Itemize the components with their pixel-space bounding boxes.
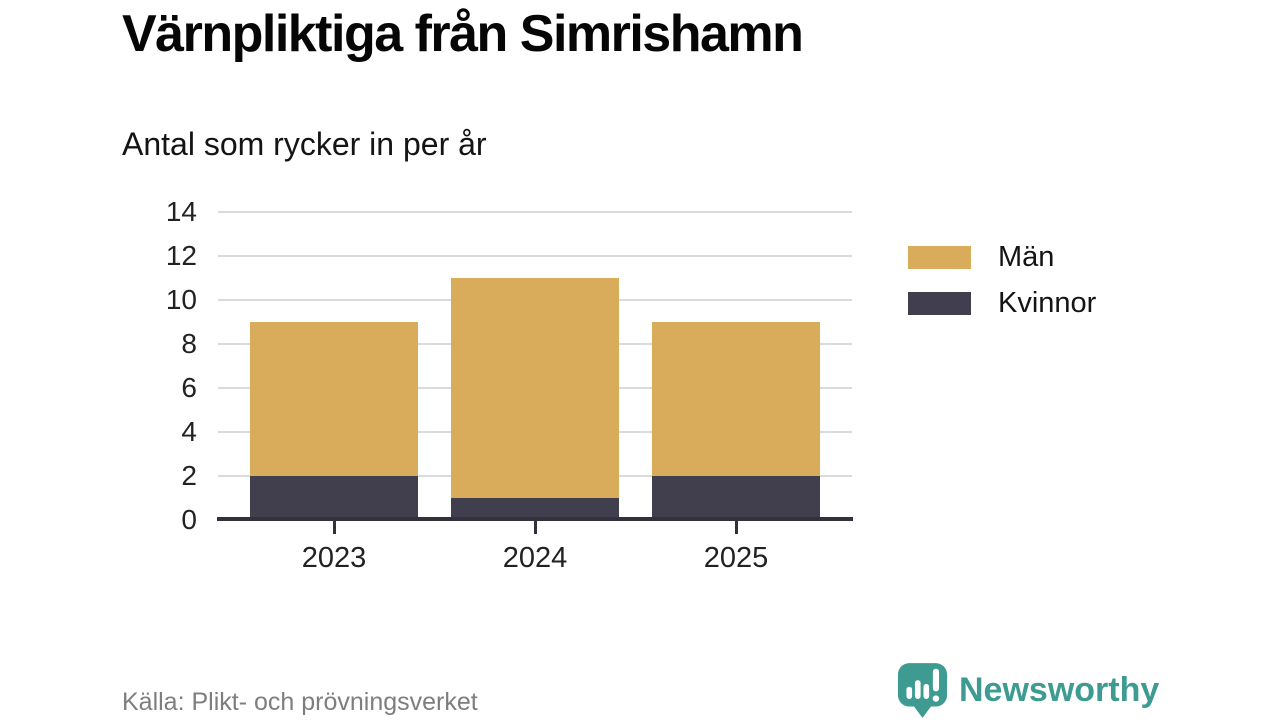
gridline-12 (218, 255, 852, 257)
y-axis-label-10: 10 (165, 284, 197, 315)
newsworthy-icon (897, 663, 948, 718)
x-axis-label-2025: 2025 (703, 542, 769, 574)
x-axis-tick-2025 (734, 521, 738, 534)
x-axis-label-2024: 2024 (502, 542, 568, 574)
mini-bars-exclamation (906, 668, 940, 702)
gridline-14 (218, 211, 852, 213)
y-axis-label-2: 2 (181, 460, 197, 491)
legend-item-kvinnor: Kvinnor (908, 287, 1096, 319)
y-axis-label-12: 12 (165, 240, 197, 271)
plot-area (218, 211, 852, 520)
legend-label-män: Män (998, 240, 1055, 273)
bar-2025-män (652, 322, 820, 476)
y-axis-label-0: 0 (181, 504, 197, 535)
legend-label-kvinnor: Kvinnor (998, 286, 1097, 319)
y-axis-label-8: 8 (181, 328, 197, 359)
y-axis-label-4: 4 (181, 416, 197, 447)
newsworthy-logo: Newsworthy (897, 662, 1159, 719)
x-axis-line (217, 517, 853, 521)
x-axis-label-2023: 2023 (301, 542, 367, 574)
bar-2023-män (250, 322, 418, 476)
x-axis-tick-2023 (332, 521, 336, 534)
legend-item-män: Män (908, 241, 1096, 273)
legend-swatch-män (908, 245, 971, 269)
source-caption: Källa: Plikt- och prövningsverket (122, 688, 478, 716)
legend-swatch-kvinnor (908, 291, 971, 315)
bar-2024-kvinnor (451, 498, 619, 520)
bar-2025-kvinnor (652, 476, 820, 520)
bar-2024-män (451, 278, 619, 498)
x-axis-tick-2024 (533, 521, 537, 534)
newsworthy-wordmark: Newsworthy (959, 671, 1160, 709)
y-axis-label-6: 6 (181, 372, 197, 403)
legend: Män Kvinnor (908, 241, 1096, 337)
bar-2023-kvinnor (250, 476, 418, 520)
chart-title: Värnpliktiga från Simrishamn (122, 5, 804, 63)
chart-subtitle: Antal som rycker in per år (122, 126, 487, 162)
y-axis-label-14: 14 (165, 196, 197, 227)
